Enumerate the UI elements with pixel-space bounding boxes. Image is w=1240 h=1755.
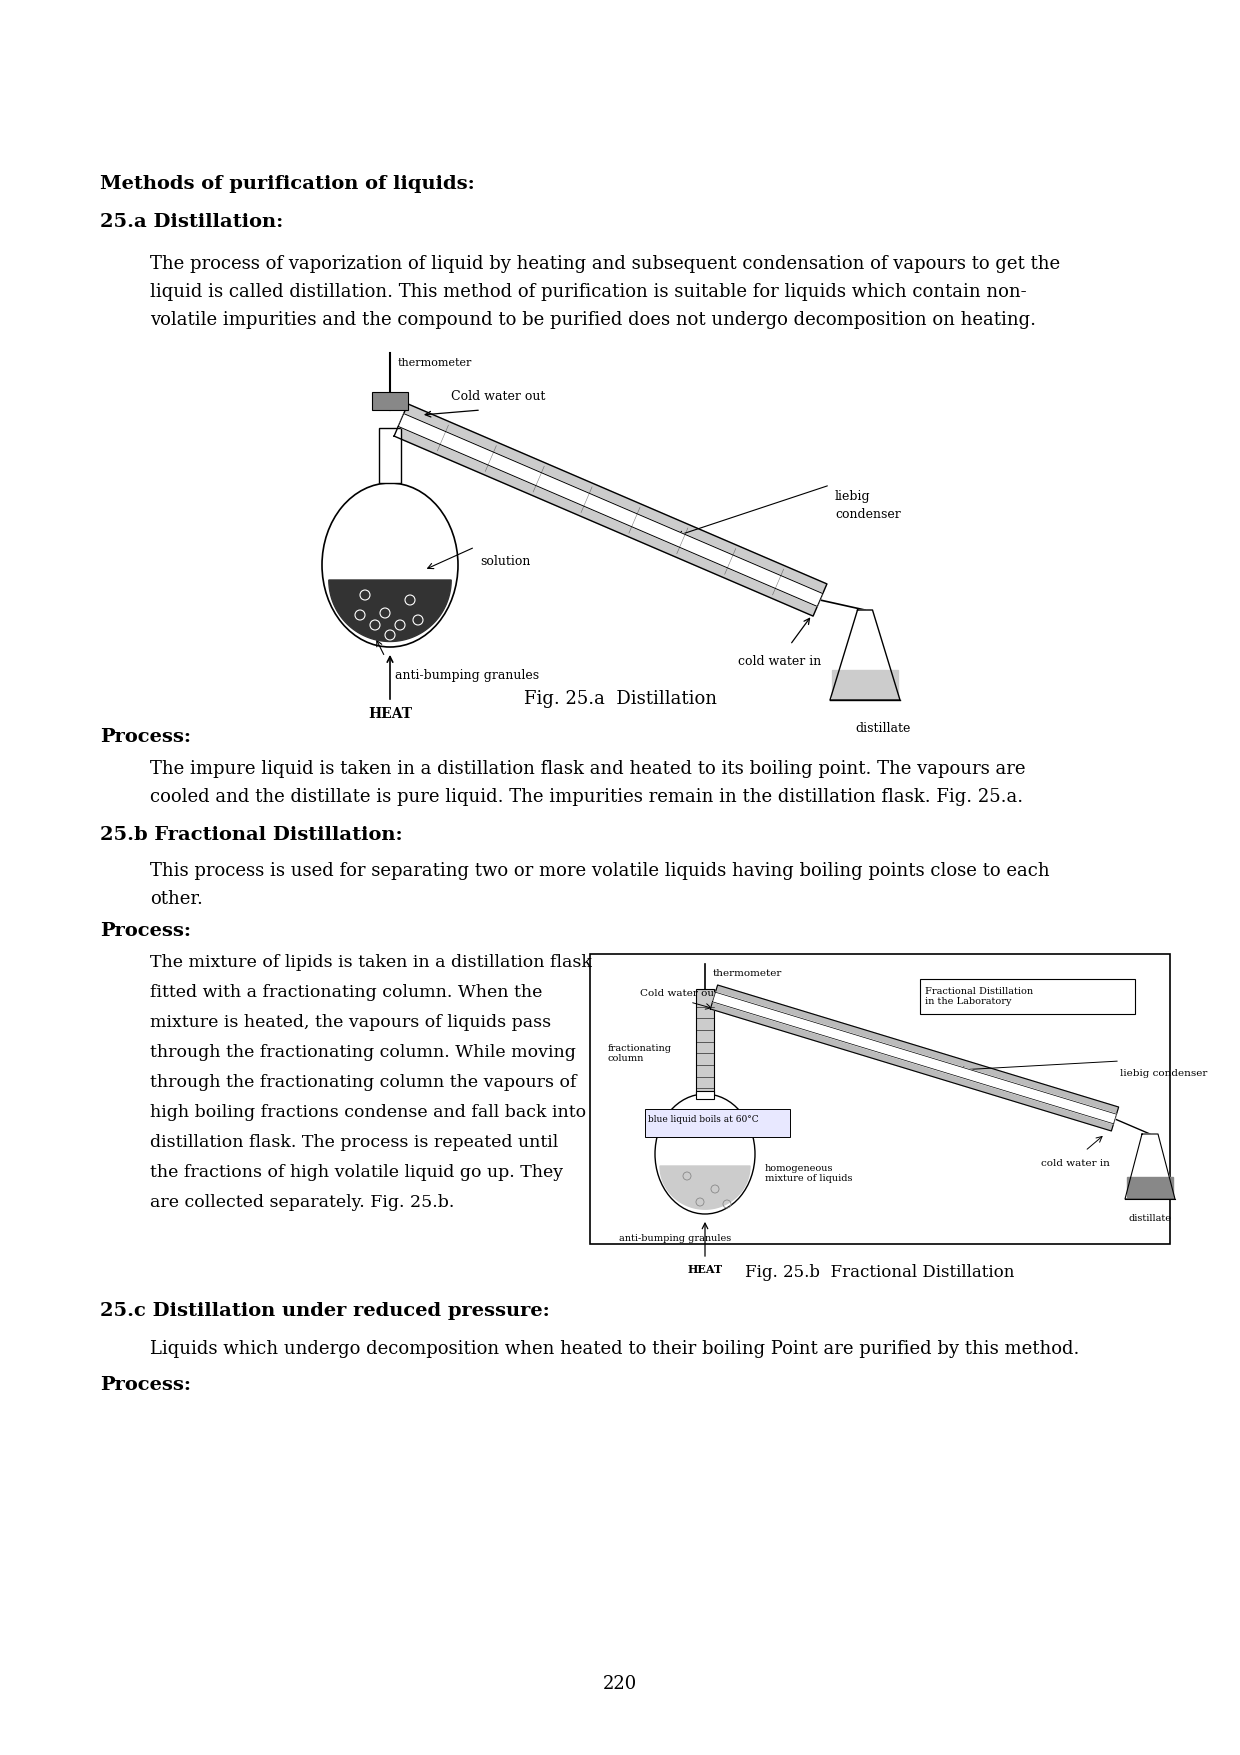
Text: HEAT: HEAT [687, 1264, 723, 1274]
Polygon shape [830, 611, 900, 700]
Text: are collected separately. Fig. 25.b.: are collected separately. Fig. 25.b. [150, 1193, 454, 1211]
Polygon shape [1127, 1178, 1173, 1197]
Text: the fractions of high volatile liquid go up. They: the fractions of high volatile liquid go… [150, 1164, 563, 1181]
Text: This process is used for separating two or more volatile liquids having boiling : This process is used for separating two … [150, 862, 1049, 879]
Text: Cold water out: Cold water out [640, 990, 718, 999]
Text: Fig. 25.a  Distillation: Fig. 25.a Distillation [523, 690, 717, 707]
Bar [696, 1092, 714, 1099]
Text: The impure liquid is taken in a distillation flask and heated to its boiling poi: The impure liquid is taken in a distilla… [150, 760, 1025, 777]
Polygon shape [711, 985, 1118, 1130]
Bar [920, 979, 1135, 1014]
Text: Fractional Distillation
in the Laboratory: Fractional Distillation in the Laborator… [925, 986, 1033, 1006]
Text: through the fractionating column. While moving: through the fractionating column. While … [150, 1044, 575, 1062]
Text: liebig condenser: liebig condenser [1120, 1069, 1208, 1078]
Text: distillate: distillate [1128, 1214, 1172, 1223]
Text: Cold water out: Cold water out [451, 390, 546, 404]
Text: 25.c Distillation under reduced pressure:: 25.c Distillation under reduced pressure… [100, 1302, 549, 1320]
Polygon shape [713, 992, 1116, 1123]
Text: other.: other. [150, 890, 203, 907]
Bar [696, 990, 714, 1093]
Bar [590, 955, 1171, 1244]
Text: HEAT: HEAT [368, 707, 412, 721]
Polygon shape [398, 414, 823, 607]
Text: cold water in: cold water in [738, 655, 822, 669]
Text: cooled and the distillate is pure liquid. The impurities remain in the distillat: cooled and the distillate is pure liquid… [150, 788, 1023, 806]
Text: Fig. 25.b  Fractional Distillation: Fig. 25.b Fractional Distillation [745, 1264, 1014, 1281]
Text: anti-bumping granules: anti-bumping granules [619, 1234, 732, 1243]
Text: condenser: condenser [835, 507, 900, 521]
Text: Process:: Process: [100, 921, 191, 941]
Ellipse shape [322, 483, 458, 648]
Text: thermometer: thermometer [713, 969, 782, 978]
Text: Process:: Process: [100, 728, 191, 746]
Bar [379, 428, 401, 483]
Text: Liquids which undergo decomposition when heated to their boiling Point are purif: Liquids which undergo decomposition when… [150, 1341, 1079, 1358]
Ellipse shape [655, 1093, 755, 1214]
Polygon shape [394, 404, 827, 616]
Text: Methods of purification of liquids:: Methods of purification of liquids: [100, 176, 475, 193]
Text: 25.b Fractional Distillation:: 25.b Fractional Distillation: [100, 827, 403, 844]
Text: liquid is called distillation. This method of purification is suitable for liqui: liquid is called distillation. This meth… [150, 283, 1027, 302]
Text: anti-bumping granules: anti-bumping granules [396, 669, 539, 683]
Text: blue liquid boils at 60°C: blue liquid boils at 60°C [649, 1114, 759, 1123]
Polygon shape [660, 1165, 750, 1209]
Polygon shape [329, 579, 451, 642]
Text: mixture is heated, the vapours of liquids pass: mixture is heated, the vapours of liquid… [150, 1014, 551, 1030]
Text: The mixture of lipids is taken in a distillation flask: The mixture of lipids is taken in a dist… [150, 955, 591, 971]
Text: 25.a Distillation:: 25.a Distillation: [100, 212, 283, 232]
Text: The process of vaporization of liquid by heating and subsequent condensation of : The process of vaporization of liquid by… [150, 254, 1060, 274]
Bar [372, 391, 408, 411]
Text: fractionating
column: fractionating column [608, 1044, 672, 1064]
Text: cold water in: cold water in [1040, 1158, 1110, 1169]
Polygon shape [832, 670, 898, 698]
Text: thermometer: thermometer [398, 358, 472, 369]
Text: volatile impurities and the compound to be purified does not undergo decompositi: volatile impurities and the compound to … [150, 311, 1035, 328]
Text: Process:: Process: [100, 1376, 191, 1393]
Text: fitted with a fractionating column. When the: fitted with a fractionating column. When… [150, 985, 542, 1000]
Polygon shape [1125, 1134, 1176, 1199]
Text: solution: solution [480, 555, 531, 569]
Text: 220: 220 [603, 1674, 637, 1694]
Text: distillate: distillate [856, 721, 910, 735]
Text: homogeneous
mixture of liquids: homogeneous mixture of liquids [765, 1164, 853, 1183]
Text: distillation flask. The process is repeated until: distillation flask. The process is repea… [150, 1134, 558, 1151]
Bar [645, 1109, 790, 1137]
Text: liebig: liebig [835, 490, 870, 504]
Text: through the fractionating column the vapours of: through the fractionating column the vap… [150, 1074, 577, 1092]
Text: high boiling fractions condense and fall back into: high boiling fractions condense and fall… [150, 1104, 587, 1121]
